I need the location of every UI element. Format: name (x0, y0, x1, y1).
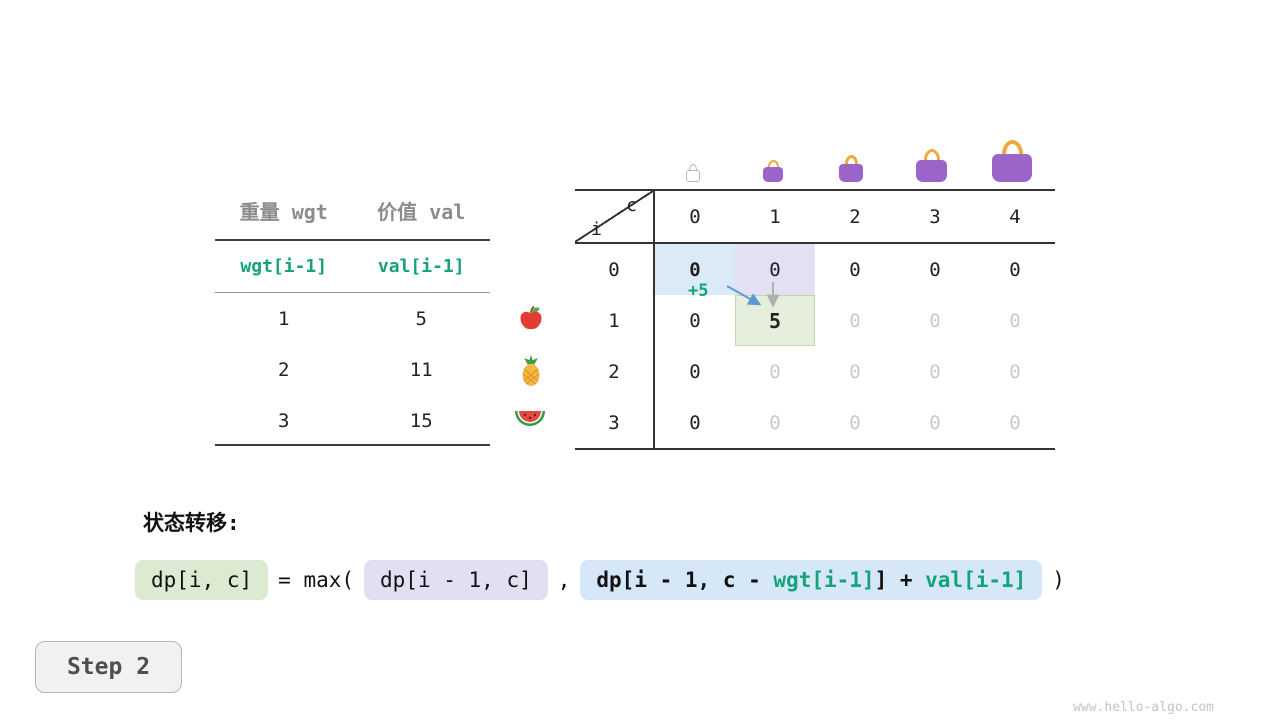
item-3-weight: 3 (278, 410, 290, 432)
items-table-top-rule (215, 239, 490, 241)
term-take-wgt: wgt[i-1] (773, 568, 875, 592)
bag-icon-capacity-0 (686, 164, 700, 182)
dp-cell-3-4: 0 (1009, 411, 1021, 434)
formula-separator: , (557, 568, 571, 592)
bag-icon-capacity-4 (992, 140, 1032, 182)
dp-cell-1-3: 0 (929, 309, 941, 332)
transition-formula: dp[i, c] = max( dp[i - 1, c] , dp[i - 1,… (135, 560, 1065, 600)
items-table-formula-row: wgt[i-1] val[i-1] (215, 256, 490, 277)
bag-icon-capacity-3 (916, 149, 947, 182)
term-take-prefix: dp[i - 1, c - (596, 568, 774, 592)
formula-term-take: dp[i - 1, c - wgt[i-1]] + val[i-1] (580, 560, 1043, 600)
item-2-value: 11 (409, 359, 433, 381)
dp-cell-1-0: 0 (689, 309, 701, 332)
dp-col-header-1: 1 (735, 191, 815, 244)
dp-cell-0-1: 0 (735, 244, 815, 295)
capacity-bags-row (575, 126, 1055, 182)
item-row-3: 3 15 (215, 410, 490, 432)
dp-cell-0-2: 0 (849, 258, 861, 281)
dp-row-header-0: 0 (575, 244, 655, 295)
formula-term-skip: dp[i - 1, c] (364, 560, 548, 600)
dp-cell-1-1: 5 (735, 295, 815, 346)
item-row-1: 1 5 (215, 308, 490, 330)
items-table-bottom-rule (215, 444, 490, 446)
dp-cell-3-1: 0 (769, 411, 781, 434)
formula-max-operator: = max( (278, 568, 355, 592)
items-table-mid-rule (215, 292, 490, 293)
weight-column-header: 重量 wgt (239, 200, 328, 224)
item-3-value: 15 (409, 410, 433, 432)
dp-col-header-0: 0 (655, 191, 735, 244)
dp-cell-3-2: 0 (849, 411, 861, 434)
dp-table: c i 0 1 2 3 4 0 0 0 0 0 0 1 0 5 0 0 0 2 … (575, 189, 1055, 450)
dp-col-header-3: 3 (895, 191, 975, 244)
dp-cell-2-4: 0 (1009, 360, 1021, 383)
item-2-weight: 2 (278, 359, 290, 381)
apple-icon (517, 304, 545, 336)
dp-cell-1-2: 0 (849, 309, 861, 332)
bag-icon-capacity-1 (763, 160, 783, 182)
dp-cell-0-0: 0 (655, 244, 735, 295)
dp-cell-2-1: 0 (769, 360, 781, 383)
item-1-weight: 1 (278, 308, 290, 330)
dp-cell-2-2: 0 (849, 360, 861, 383)
item-1-value: 5 (415, 308, 427, 330)
corner-col-label: c (626, 195, 637, 216)
dp-cell-0-3: 0 (929, 258, 941, 281)
dp-table-corner: c i (575, 191, 655, 244)
dp-cell-2-0: 0 (689, 360, 701, 383)
step-badge[interactable]: Step 2 (35, 641, 182, 693)
dp-row-header-1: 1 (575, 295, 655, 346)
dp-col-header-4: 4 (975, 191, 1055, 244)
formula-lhs: dp[i, c] (135, 560, 269, 600)
dp-cell-2-3: 0 (929, 360, 941, 383)
watermark: www.hello-algo.com (1073, 700, 1214, 715)
dp-cell-1-4: 0 (1009, 309, 1021, 332)
corner-row-label: i (591, 219, 602, 240)
val-formula-cell: val[i-1] (377, 256, 465, 277)
plus-five-annotation: +5 (688, 281, 709, 301)
dp-cell-3-0: 0 (689, 411, 701, 434)
wgt-formula-cell: wgt[i-1] (240, 256, 328, 277)
value-column-header: 价值 val (377, 200, 466, 224)
dp-cell-0-4: 0 (1009, 258, 1021, 281)
dp-row-header-3: 3 (575, 397, 655, 448)
formula-close-paren: ) (1052, 568, 1065, 592)
dp-col-header-2: 2 (815, 191, 895, 244)
watermelon-icon (514, 408, 546, 432)
term-take-mid: ] + (874, 568, 926, 592)
item-row-2: 2 11 (215, 359, 490, 381)
items-table-header: 重量 wgt 价值 val (215, 196, 490, 225)
pineapple-icon (519, 355, 543, 391)
dp-cell-3-3: 0 (929, 411, 941, 434)
dp-row-header-2: 2 (575, 346, 655, 397)
bag-icon-capacity-2 (839, 155, 863, 182)
state-transition-label: 状态转移: (143, 511, 240, 535)
term-take-val: val[i-1] (925, 568, 1027, 592)
